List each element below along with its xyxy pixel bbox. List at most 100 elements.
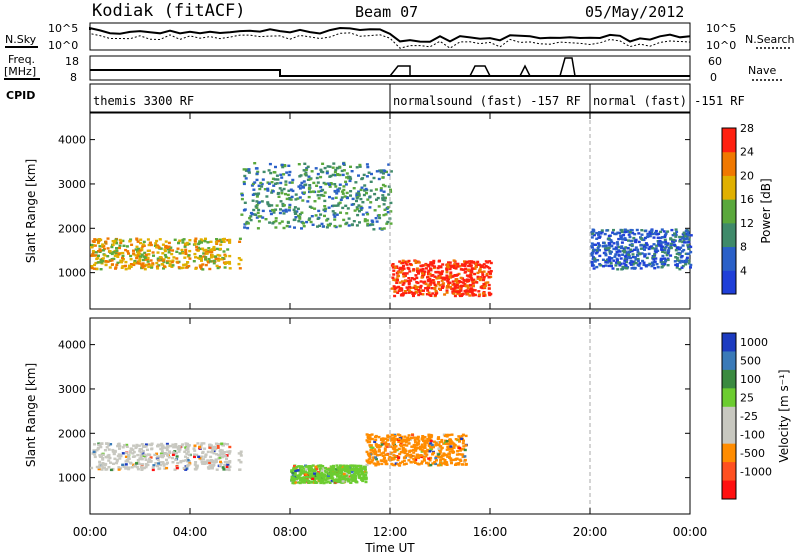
- data-cell: [215, 453, 219, 456]
- data-cell: [100, 465, 104, 468]
- data-cell: [427, 443, 431, 446]
- data-cell: [664, 240, 668, 244]
- y-tick-label: 2000: [58, 222, 86, 235]
- data-cell: [272, 209, 276, 212]
- data-cell: [278, 187, 282, 190]
- data-cell: [148, 443, 152, 446]
- data-cell: [390, 438, 394, 441]
- data-cell: [338, 224, 342, 228]
- data-cell: [139, 454, 143, 457]
- data-cell: [653, 267, 657, 270]
- data-cell: [674, 235, 678, 238]
- data-cell: [159, 247, 163, 250]
- data-cell: [124, 248, 128, 252]
- data-cell: [359, 188, 363, 192]
- data-cell: [177, 450, 181, 453]
- data-cell: [204, 256, 208, 259]
- data-cell: [642, 238, 646, 242]
- data-cell: [590, 245, 594, 248]
- data-cell: [591, 250, 595, 253]
- data-cell: [384, 460, 388, 463]
- data-cell: [315, 176, 319, 180]
- data-cell: [148, 457, 152, 461]
- data-cell: [608, 250, 612, 253]
- data-cell: [206, 450, 210, 454]
- data-cell: [427, 444, 431, 448]
- data-cell: [686, 252, 690, 256]
- data-cell: [410, 445, 414, 448]
- data-cell: [142, 244, 146, 247]
- data-cell: [300, 181, 304, 185]
- data-cell: [674, 263, 678, 267]
- data-cell: [210, 460, 214, 464]
- data-cell: [205, 252, 209, 255]
- data-cell: [118, 457, 122, 460]
- data-cell: [280, 163, 284, 167]
- data-cell: [97, 250, 100, 253]
- data-cell: [98, 250, 102, 253]
- data-cell: [477, 290, 481, 293]
- data-cell: [298, 476, 302, 479]
- data-cell: [454, 280, 458, 283]
- data-cell: [424, 282, 428, 286]
- data-cell: [171, 259, 175, 262]
- data-cell: [478, 277, 482, 280]
- x-axis-ticks: 00:00 04:00 08:00 12:00 16:00 20:00 00:00: [73, 113, 707, 539]
- data-cell: [455, 278, 459, 281]
- data-cell: [141, 245, 145, 248]
- data-cell: [398, 287, 402, 290]
- data-cell: [174, 443, 178, 446]
- data-cell: [446, 263, 450, 266]
- data-cell: [604, 245, 608, 248]
- data-cell: [138, 257, 142, 260]
- data-cell: [341, 478, 345, 481]
- data-cell: [397, 437, 401, 441]
- data-cell: [659, 260, 663, 264]
- data-cell: [249, 215, 253, 218]
- data-cell: [664, 243, 668, 246]
- data-cell: [624, 230, 628, 234]
- data-cell: [252, 188, 256, 191]
- data-cell: [252, 208, 256, 212]
- data-cell: [385, 445, 389, 449]
- data-cell: [320, 469, 324, 472]
- data-cell: [121, 239, 125, 243]
- data-cell: [348, 175, 352, 179]
- data-cell: [401, 451, 405, 454]
- data-cell: [296, 197, 300, 200]
- data-cell: [654, 229, 658, 233]
- data-cell: [678, 246, 682, 249]
- data-cell: [225, 454, 229, 457]
- data-cell: [436, 437, 440, 440]
- data-cell: [393, 450, 397, 453]
- data-cell: [136, 262, 140, 265]
- data-cell: [590, 254, 594, 257]
- data-cell: [598, 254, 602, 258]
- data-cell: [141, 467, 145, 470]
- data-cell: [357, 194, 361, 197]
- data-cell: [457, 290, 461, 293]
- nsky-trace: [89, 26, 691, 43]
- data-cell: [242, 180, 246, 184]
- data-cell: [345, 474, 349, 477]
- data-cell: [448, 275, 452, 278]
- data-cell: [362, 173, 366, 177]
- data-cell: [322, 474, 326, 478]
- y-tick-label: 3000: [58, 178, 86, 191]
- data-cell: [217, 442, 220, 446]
- data-cell: [132, 263, 136, 267]
- data-cell: [211, 464, 215, 467]
- data-cell: [319, 194, 323, 197]
- data-cell: [321, 162, 325, 165]
- data-cell: [398, 268, 402, 271]
- data-cell: [211, 445, 215, 449]
- data-cell: [395, 281, 399, 284]
- data-cell: [663, 263, 667, 266]
- data-cell: [317, 197, 321, 200]
- data-cell: [163, 248, 167, 251]
- data-cell: [458, 438, 462, 441]
- data-cell: [151, 468, 155, 472]
- data-cell: [228, 445, 232, 449]
- data-cell: [182, 263, 186, 267]
- data-cell: [244, 169, 248, 172]
